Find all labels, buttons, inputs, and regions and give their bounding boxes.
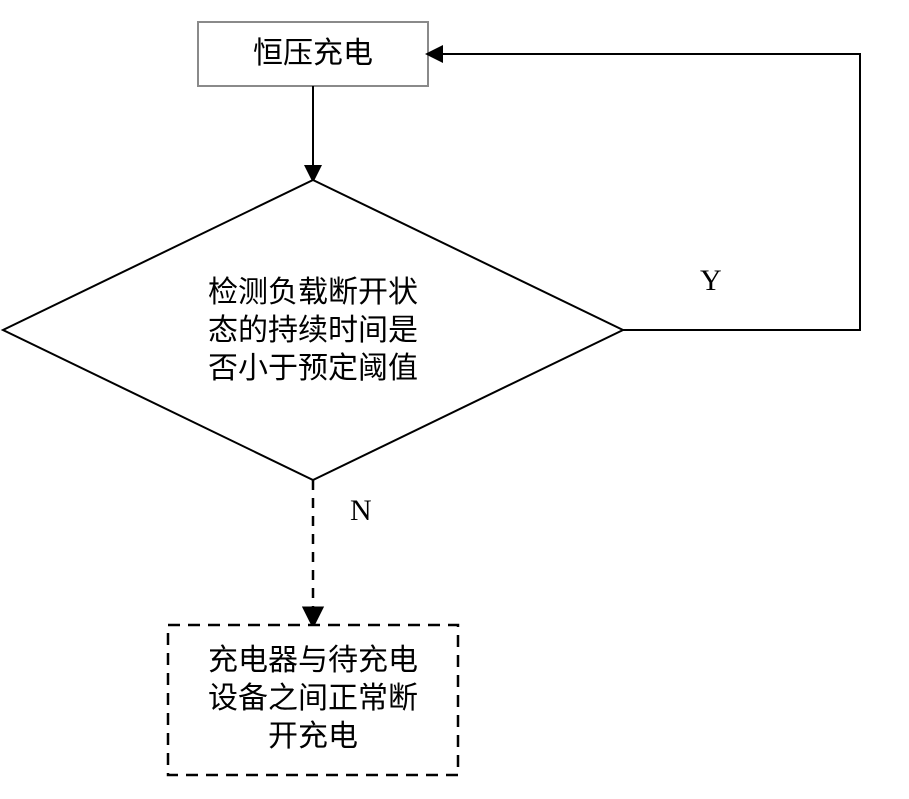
node-decision-text-2: 态的持续时间是 [208,314,418,347]
node-end: 充电器与待充电 设备之间正常断 开充电 [168,625,458,775]
flowchart-canvas: 恒压充电 检测负载断开状 态的持续时间是 否小于预定阈值 Y N 充电器与待充电… [0,0,909,799]
node-start: 恒压充电 [198,22,428,86]
node-decision: 检测负载断开状 态的持续时间是 否小于预定阈值 [3,180,623,480]
node-start-text: 恒压充电 [253,37,373,70]
node-decision-text-1: 检测负载断开状 [208,276,418,309]
label-no: N [350,494,372,527]
node-decision-text-3: 否小于预定阈值 [208,352,418,385]
label-yes: Y [700,264,722,297]
node-end-text-1: 充电器与待充电 [208,644,418,677]
node-end-text-3: 开充电 [268,720,358,753]
node-end-text-2: 设备之间正常断 [208,682,418,715]
